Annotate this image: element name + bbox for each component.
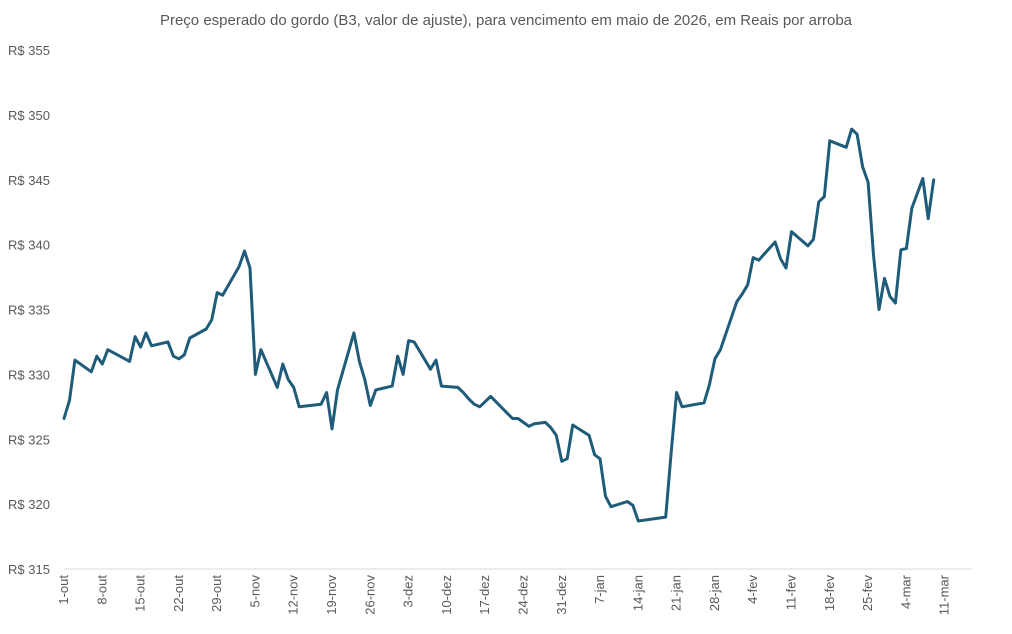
x-tick-label: 19-nov [324,575,339,615]
x-tick-label: 26-nov [362,575,377,615]
x-tick-label: 25-fev [860,575,875,612]
series-line [62,127,936,523]
y-axis-labels: R$ 315 R$ 320 R$ 325 R$ 330 R$ 335 R$ 340 R$ 3… [8,43,50,577]
y-tick-label: R$ 330 [8,367,50,382]
x-axis-labels: 1-out 8-out 15-out 22-out 29-out 5-nov 12-nov 1… [56,574,952,615]
x-tick-label: 11-fev [783,575,798,611]
y-tick-label: R$ 320 [8,497,50,512]
x-tick-label: 22-out [171,575,186,612]
x-tick-label: 28-jan [707,575,722,611]
x-tick-label: 11-mar [937,574,952,615]
x-tick-label: 14-jan [630,575,645,611]
x-tick-label: 4-fev [745,575,760,604]
x-tick-label: 4-mar [898,574,913,609]
x-tick-label: 15-out [133,575,148,612]
y-tick-label: R$ 315 [8,562,50,577]
x-tick-label: 5-nov [247,575,262,608]
x-tick-label: 24-dez [515,575,530,615]
y-tick-label: R$ 325 [8,432,50,447]
x-tick-label: 29-out [209,575,224,612]
y-tick-label: R$ 355 [8,43,50,58]
y-tick-label: R$ 350 [8,108,50,123]
x-tick-label: 1-out [56,575,71,605]
x-tick-label: 8-out [94,575,109,605]
y-tick-label: R$ 335 [8,303,50,318]
x-tick-label: 18-fev [822,575,837,612]
x-tick-label: 12-nov [286,575,301,615]
x-tick-label: 21-jan [669,575,684,611]
chart-title: Preço esperado do gordo (B3, valor de aj… [159,12,853,29]
y-tick-label: R$ 345 [8,173,50,188]
x-tick-label: 7-jan [592,575,607,604]
x-tick-label: 10-dez [439,575,454,615]
x-tick-label: 31-dez [554,575,569,615]
series-group [62,127,936,523]
x-tick-label: 3-dez [401,575,416,608]
y-tick-label: R$ 340 [8,238,50,253]
x-tick-label: 17-dez [477,575,492,615]
